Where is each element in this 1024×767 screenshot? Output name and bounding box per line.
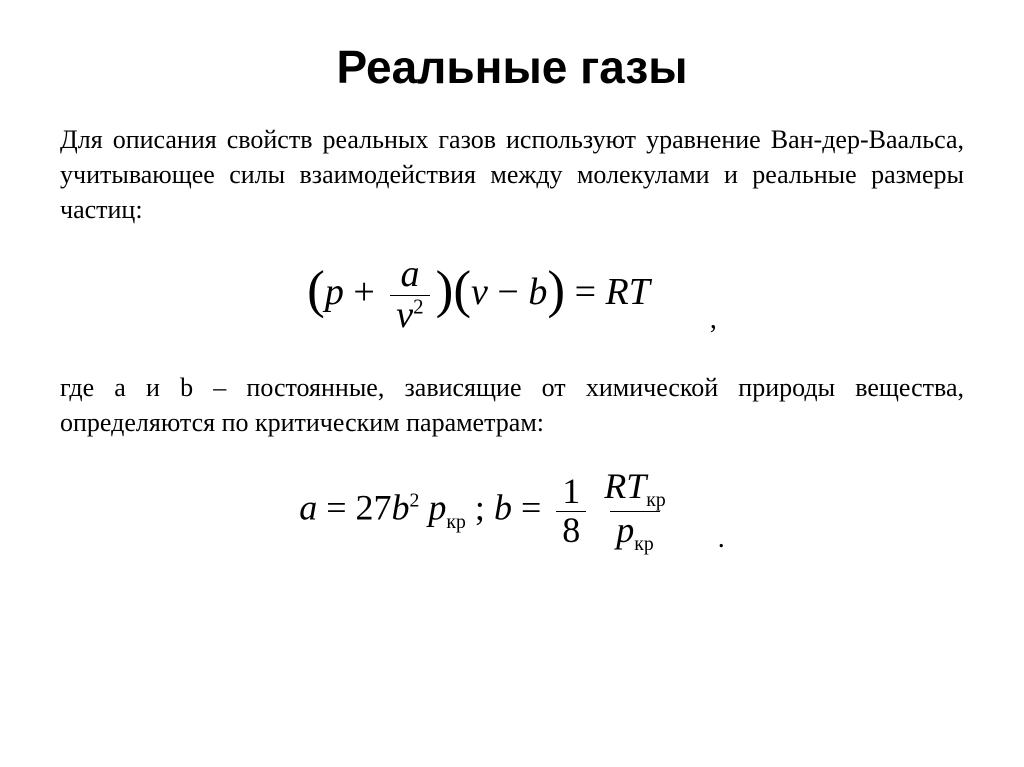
- lparen: (: [307, 260, 325, 319]
- var-b1: b: [392, 488, 410, 528]
- op-eq: =: [565, 271, 605, 313]
- frac-RTkr-pkr: RTкр pкр: [598, 468, 672, 555]
- var-b: b: [528, 271, 547, 313]
- op-eq2: =: [512, 488, 550, 528]
- equation-vdw: (p + a v2 )(v − b) = RT ,: [60, 255, 964, 336]
- var-T: T: [629, 271, 650, 313]
- equation-constants: a = 27b2 pкр ; b = 1 8 RTкр pкр .: [60, 468, 964, 555]
- frac-num: a: [394, 255, 425, 295]
- op-semicolon: ;: [466, 488, 494, 528]
- intro-paragraph: Для описания свойств реальных газов испо…: [60, 122, 964, 227]
- var-p: p: [325, 271, 344, 313]
- sub-kr1: кр: [446, 511, 466, 533]
- den-8: 8: [556, 511, 586, 550]
- rparen: ): [547, 260, 565, 319]
- den-pkr: pкр: [610, 511, 660, 555]
- eq1-comma: ,: [710, 304, 717, 336]
- op-eq1: =: [317, 488, 355, 528]
- sup-2: 2: [410, 490, 420, 512]
- coef-27: 27: [356, 488, 392, 528]
- var-b2: b: [494, 488, 512, 528]
- op-plus: +: [344, 271, 384, 313]
- var-p1: p: [428, 488, 446, 528]
- num-1: 1: [556, 473, 586, 511]
- var-a: a: [299, 488, 317, 528]
- frac-a-over-v2: a v2: [390, 255, 429, 336]
- var-R: R: [606, 271, 629, 313]
- num-RTkr: RTкр: [598, 468, 672, 511]
- op-minus: −: [488, 271, 528, 313]
- eq2-period: .: [718, 523, 725, 555]
- mid-paren: )(: [436, 260, 471, 319]
- var-v: v: [471, 271, 488, 313]
- second-paragraph: где a и b – постоянные, зависящие от хим…: [60, 370, 964, 440]
- slide: Реальные газы Для описания свойств реаль…: [0, 0, 1024, 767]
- page-title: Реальные газы: [60, 40, 964, 94]
- frac-1-8: 1 8: [556, 473, 586, 550]
- frac-den: v2: [390, 295, 429, 336]
